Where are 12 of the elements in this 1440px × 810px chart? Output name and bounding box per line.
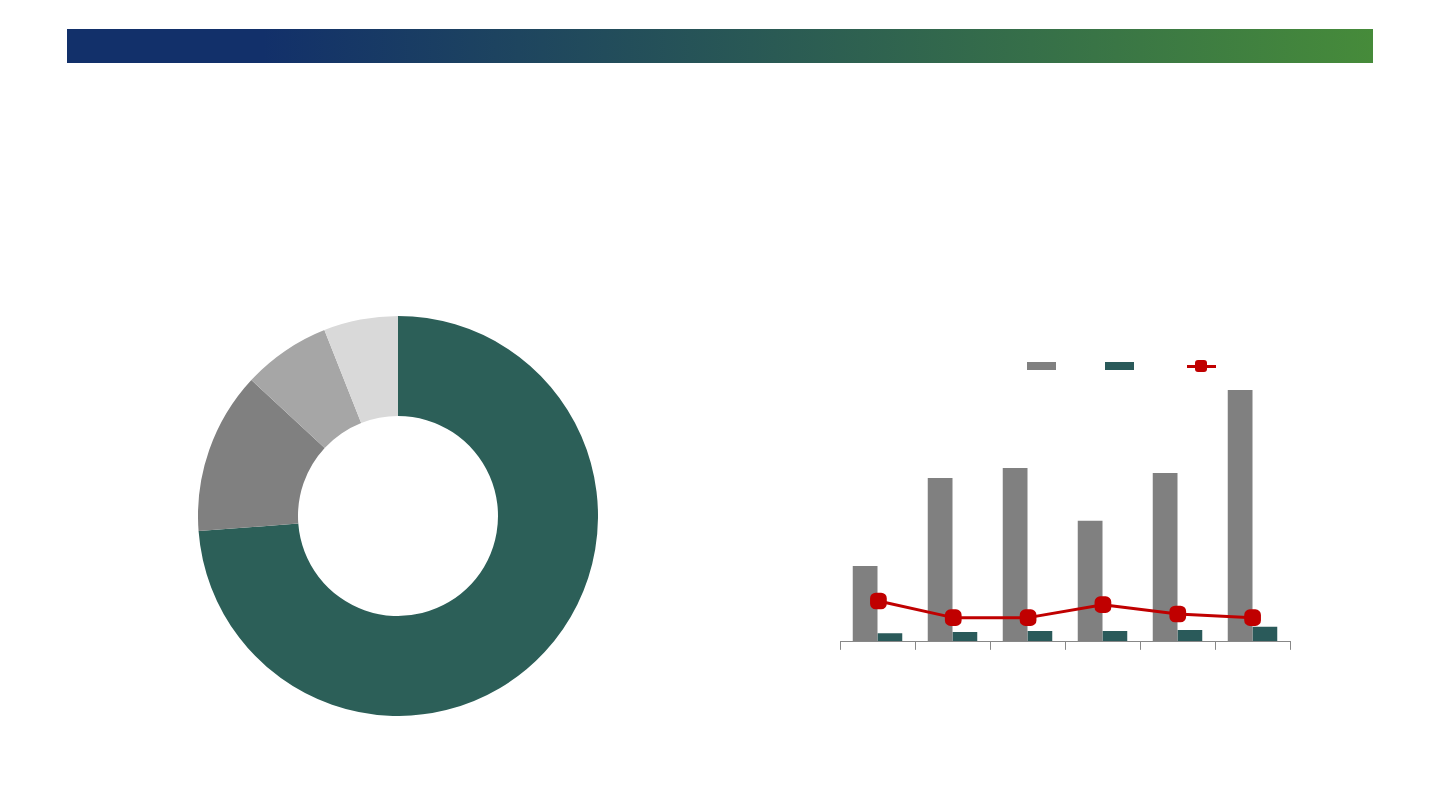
bar — [1177, 630, 1203, 642]
point — [1019, 609, 1037, 627]
bar — [1102, 631, 1128, 642]
bar — [1027, 631, 1053, 642]
point — [944, 609, 962, 627]
bar — [877, 633, 903, 642]
point — [1169, 605, 1187, 623]
bar — [952, 632, 978, 642]
bar — [1252, 626, 1278, 642]
point — [870, 592, 887, 610]
point — [1094, 596, 1112, 614]
point — [1244, 609, 1261, 627]
